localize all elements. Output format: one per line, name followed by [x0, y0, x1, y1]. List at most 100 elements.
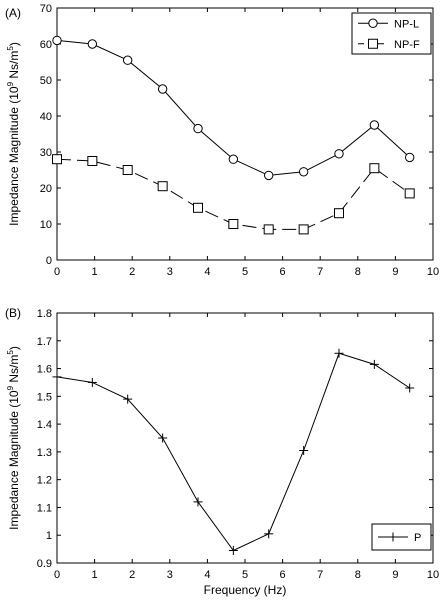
y-axis-label-part: ): [7, 346, 21, 350]
x-tick-label: 9: [392, 266, 398, 278]
data-point: [369, 359, 379, 369]
legend-marker: [388, 532, 398, 542]
data-point: [87, 377, 97, 387]
x-tick-label: 8: [355, 569, 361, 581]
data-point: [157, 181, 168, 192]
y-axis-label-part: Ns/m: [7, 51, 21, 82]
series-line: [56, 352, 410, 552]
data-point: [193, 497, 203, 507]
legend-label: NP-F: [394, 39, 420, 51]
data-point: [193, 123, 203, 134]
y-tick-label: 1.2: [37, 475, 52, 487]
data-point: [369, 163, 380, 174]
data-point: [369, 120, 380, 130]
legend: P: [371, 523, 432, 551]
y-tick-label: 40: [40, 111, 52, 123]
data-point: [334, 348, 344, 358]
data-point: [122, 55, 133, 65]
data-point: [87, 156, 98, 166]
data-point: [87, 39, 98, 49]
y-axis-label: Impedance Magnitude (109 Ns/m5): [6, 346, 21, 530]
x-tick-label: 3: [167, 569, 173, 581]
data-point: [157, 84, 168, 94]
chart-panel-1: (A) 0 1 2 3 4 5 6 7 8 9 10 0 10 20 30 40 50 60 70 Impedance …: [5, 3, 439, 278]
legend-label: P: [414, 532, 421, 544]
x-tick-label: 8: [355, 266, 361, 278]
y-tick-label: 1.4: [37, 419, 52, 431]
y-tick-label: 1.7: [37, 336, 52, 348]
data-point: [228, 219, 239, 229]
y-axis-label-part: Ns/m: [7, 355, 21, 386]
y-tick-label: 70: [40, 3, 52, 15]
legend-marker: [368, 18, 378, 28]
data-point: [52, 154, 62, 165]
series-P: [52, 348, 415, 555]
data-point: [334, 149, 344, 159]
x-tick-label: 1: [92, 569, 98, 581]
x-tick-label: 0: [54, 569, 60, 581]
y-tick-label: 1.6: [37, 364, 52, 376]
y-axis-label-part: Impedance Magnitude (10: [7, 390, 21, 530]
y-tick-label: 1.1: [37, 502, 52, 514]
x-tick-label: 1: [92, 266, 98, 278]
x-tick-label: 6: [280, 266, 286, 278]
data-point: [298, 167, 309, 177]
x-tick-label: 5: [242, 266, 248, 278]
y-tick-label: 50: [40, 75, 52, 87]
x-tick-label: 2: [129, 569, 135, 581]
x-tick-label: 3: [167, 266, 173, 278]
data-point: [404, 152, 415, 163]
x-tick-label: 4: [204, 266, 210, 278]
y-tick-label: 20: [40, 183, 52, 195]
x-tick-label: 9: [392, 569, 398, 581]
data-point: [52, 372, 62, 382]
y-tick-label: 60: [40, 39, 52, 51]
data-point: [299, 446, 309, 455]
series-NP-F: [52, 154, 415, 235]
data-point: [228, 546, 238, 555]
x-tick-label: 6: [280, 569, 286, 581]
x-tick-label: 0: [54, 266, 60, 278]
x-tick-label: 2: [129, 266, 135, 278]
data-point: [264, 529, 274, 539]
data-point: [298, 224, 309, 235]
data-point: [228, 154, 239, 164]
x-tick-label: 7: [317, 569, 323, 581]
x-tick-label: 5: [242, 569, 248, 581]
data-point: [404, 188, 415, 199]
x-tick-label: 10: [427, 266, 439, 278]
y-tick-label: 30: [40, 147, 52, 159]
y-tick-label: 1: [46, 530, 52, 542]
x-tick-label: 7: [317, 266, 323, 278]
data-point: [263, 170, 274, 181]
series-line: [56, 158, 410, 230]
y-tick-label: 1.5: [37, 391, 52, 403]
y-tick-label: 0.9: [37, 558, 52, 570]
panel-label: (A): [5, 6, 21, 20]
legend-box: [351, 12, 432, 55]
data-point: [52, 35, 62, 46]
y-tick-label: 0: [46, 255, 52, 267]
data-point: [122, 165, 133, 175]
legend: NP-L NP-F: [351, 12, 432, 55]
data-point: [334, 208, 344, 219]
y-axis-label-superscript: 9: [6, 81, 15, 86]
legend-label: NP-L: [394, 18, 419, 30]
y-axis-label: Impedance Magnitude (109 Ns/m5): [6, 42, 21, 226]
legend-marker: [368, 38, 378, 49]
y-axis-label-superscript: 5: [6, 350, 15, 355]
chart-panel-2: (B) 0 1 2 3 4 5 6 7 8 9 10 0.9 1 1.1 1.2 1.3 1.4 1.5 1.6 1.7…: [5, 306, 439, 581]
data-point: [158, 433, 168, 443]
y-axis-label-part: ): [7, 42, 21, 46]
data-point: [123, 394, 133, 404]
x-tick-label: 10: [427, 569, 439, 581]
y-tick-label: 1.3: [37, 447, 52, 459]
y-axis-label-superscript: 5: [6, 46, 15, 51]
data-point: [405, 383, 415, 393]
data-point: [263, 224, 274, 235]
y-tick-label: 10: [40, 219, 52, 231]
panel-label: (B): [5, 306, 21, 320]
x-tick-label: 4: [204, 569, 210, 581]
y-axis-label-superscript: 9: [6, 385, 15, 390]
